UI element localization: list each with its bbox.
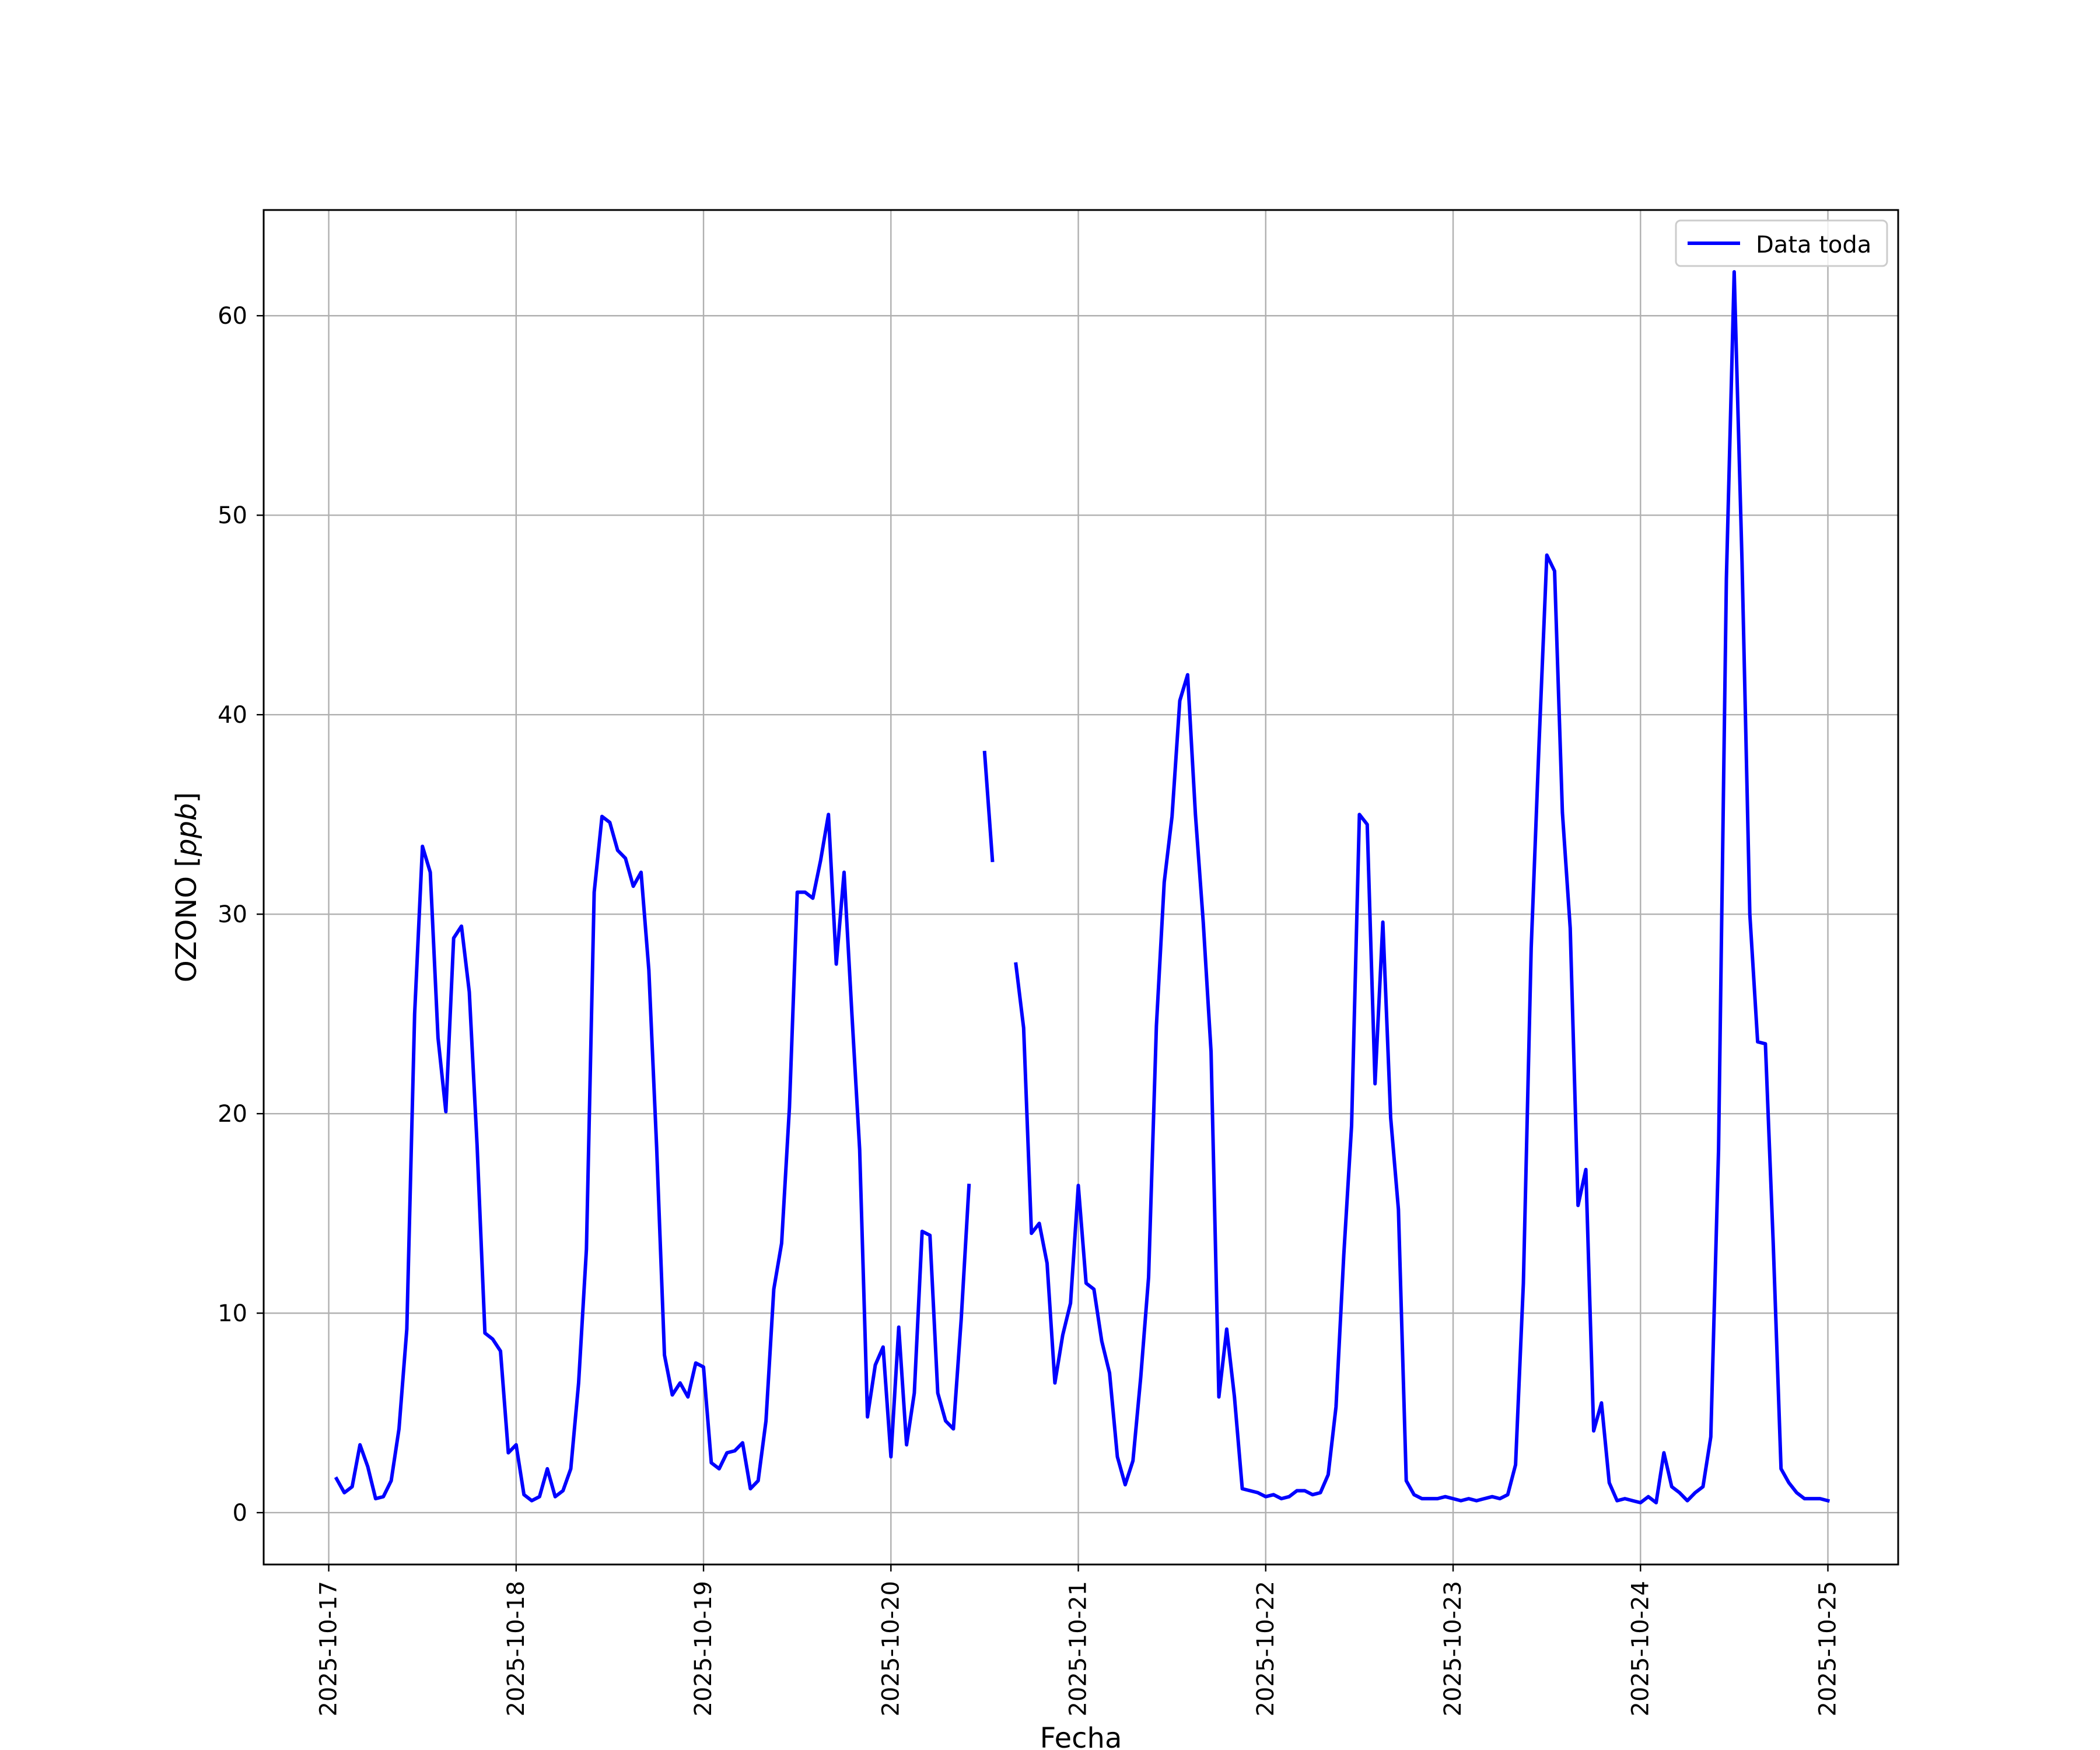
x-tick-label: 2025-10-19: [690, 1581, 717, 1716]
x-tick-label: 2025-10-20: [877, 1581, 904, 1716]
legend-box: [1675, 219, 1888, 267]
grid-lines: [264, 210, 1898, 1564]
y-axis-label-quantity: OZONO: [170, 867, 203, 982]
x-tick-label: 2025-10-18: [503, 1581, 530, 1716]
series-line-segment: [982, 750, 995, 863]
y-axis-label-bracket-close: ]: [170, 792, 203, 803]
series-line-segment: [1014, 270, 1831, 1504]
data-series: [334, 270, 1831, 1504]
x-tick-label: 2025-10-22: [1252, 1581, 1279, 1716]
x-tick-label: 2025-10-17: [316, 1581, 342, 1716]
y-axis-label-bracket-open: [: [170, 856, 203, 867]
axis-ticks: 2025-10-17 2025-10-18 2025-10-19 2025-10-20…: [218, 303, 1841, 1716]
y-tick-label: 10: [218, 1300, 247, 1327]
x-tick-label: 2025-10-21: [1065, 1581, 1092, 1716]
x-tick-label: 2025-10-25: [1815, 1581, 1842, 1716]
y-axis-label-unit: ppb: [170, 803, 203, 857]
legend: Data toda: [1675, 219, 1888, 267]
x-tick-label: 2025-10-24: [1627, 1581, 1654, 1716]
plot-frame: [262, 209, 1899, 1566]
series-line-segment: [334, 813, 971, 1503]
x-axis-label: Fecha: [1040, 1722, 1122, 1750]
y-tick-label: 30: [218, 901, 247, 928]
y-tick-label: 40: [218, 702, 247, 729]
y-axis-label: OZONO [ppb]: [170, 792, 203, 982]
y-tick-label: 50: [218, 502, 247, 529]
x-tick-label: 2025-10-23: [1440, 1581, 1466, 1716]
y-tick-label: 20: [218, 1101, 247, 1128]
y-tick-label: 60: [218, 303, 247, 330]
y-tick-label: 0: [233, 1500, 247, 1527]
legend-entry-label: Data toda: [1756, 232, 1871, 258]
